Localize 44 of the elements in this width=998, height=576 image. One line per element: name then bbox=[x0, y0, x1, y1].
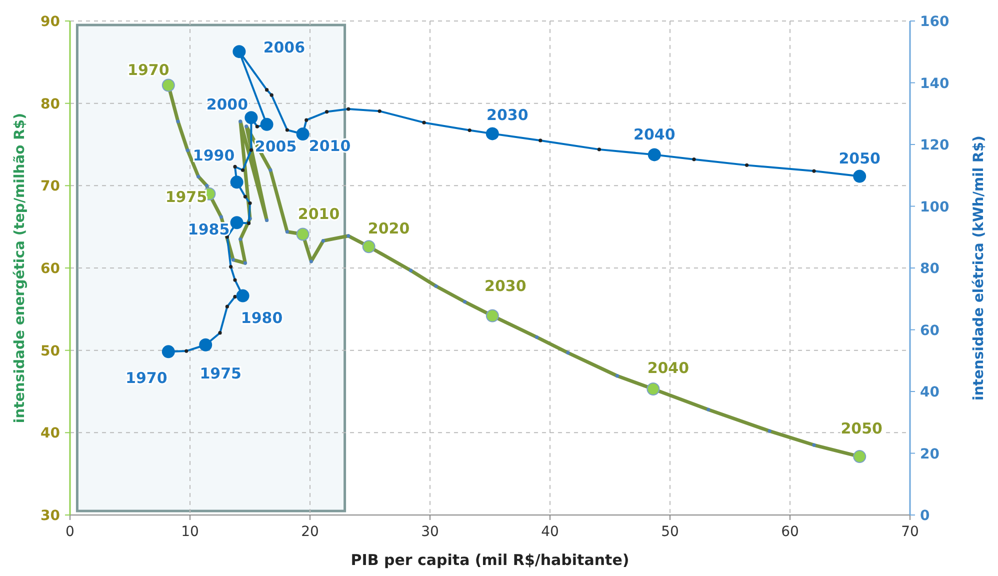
x-tick-label: 0 bbox=[66, 524, 74, 540]
annotation: 1980 bbox=[240, 308, 283, 327]
annotation: 2040 bbox=[647, 359, 690, 378]
y2-tick-label: 120 bbox=[920, 138, 950, 154]
x-tick-label: 50 bbox=[661, 524, 679, 540]
y2-tick-label: 100 bbox=[920, 199, 950, 216]
annotation: 1970 bbox=[128, 61, 170, 80]
annotation: 2000 bbox=[206, 95, 248, 114]
y-tick-label: 40 bbox=[40, 426, 60, 442]
x-tick-label: 70 bbox=[901, 524, 919, 540]
x-tick-label: 60 bbox=[781, 524, 799, 540]
annotation: 1970 bbox=[126, 368, 168, 387]
x-tick-label: 20 bbox=[301, 524, 319, 540]
y-tick-label: 70 bbox=[40, 178, 60, 195]
y-tick-label: 50 bbox=[40, 343, 60, 360]
annotation: 2010 bbox=[308, 136, 351, 155]
annotation: 2020 bbox=[368, 220, 410, 238]
y2-tick-label: 80 bbox=[920, 261, 940, 277]
annotation: 2030 bbox=[484, 276, 526, 295]
y2-tick-label: 160 bbox=[920, 14, 950, 30]
y-tick-label: 90 bbox=[40, 14, 60, 30]
annotation: 2030 bbox=[486, 106, 528, 124]
annotation: 2050 bbox=[838, 150, 880, 168]
x-tick-label: 40 bbox=[541, 524, 559, 540]
y2-tick-label: 0 bbox=[920, 508, 930, 524]
annotation: 1975 bbox=[200, 364, 242, 383]
annotation: 2040 bbox=[634, 125, 676, 144]
y-tick-label: 30 bbox=[40, 508, 60, 524]
annotation: 1975 bbox=[165, 188, 208, 206]
annotation: 1990 bbox=[192, 146, 235, 164]
annotation: 2050 bbox=[840, 420, 882, 438]
y2-axis-title: intensidade elétrica (kWh/mil R$) bbox=[971, 136, 987, 400]
annotation: 2010 bbox=[298, 205, 340, 224]
y2-tick-label: 140 bbox=[920, 76, 950, 92]
y2-tick-label: 60 bbox=[920, 322, 940, 339]
x-tick-label: 10 bbox=[181, 524, 199, 540]
y-tick-label: 80 bbox=[40, 96, 60, 112]
x-tick-label: 30 bbox=[421, 524, 439, 540]
y-tick-label: 60 bbox=[40, 261, 60, 277]
x-axis-title: PIB per capita (mil R$/habitante) bbox=[350, 551, 630, 569]
annotation: 2006 bbox=[263, 38, 306, 56]
y2-tick-label: 20 bbox=[920, 446, 940, 462]
y-axis-title: intensidade energética (tep/milhão R$) bbox=[12, 112, 28, 424]
y2-tick-label: 40 bbox=[920, 384, 940, 400]
